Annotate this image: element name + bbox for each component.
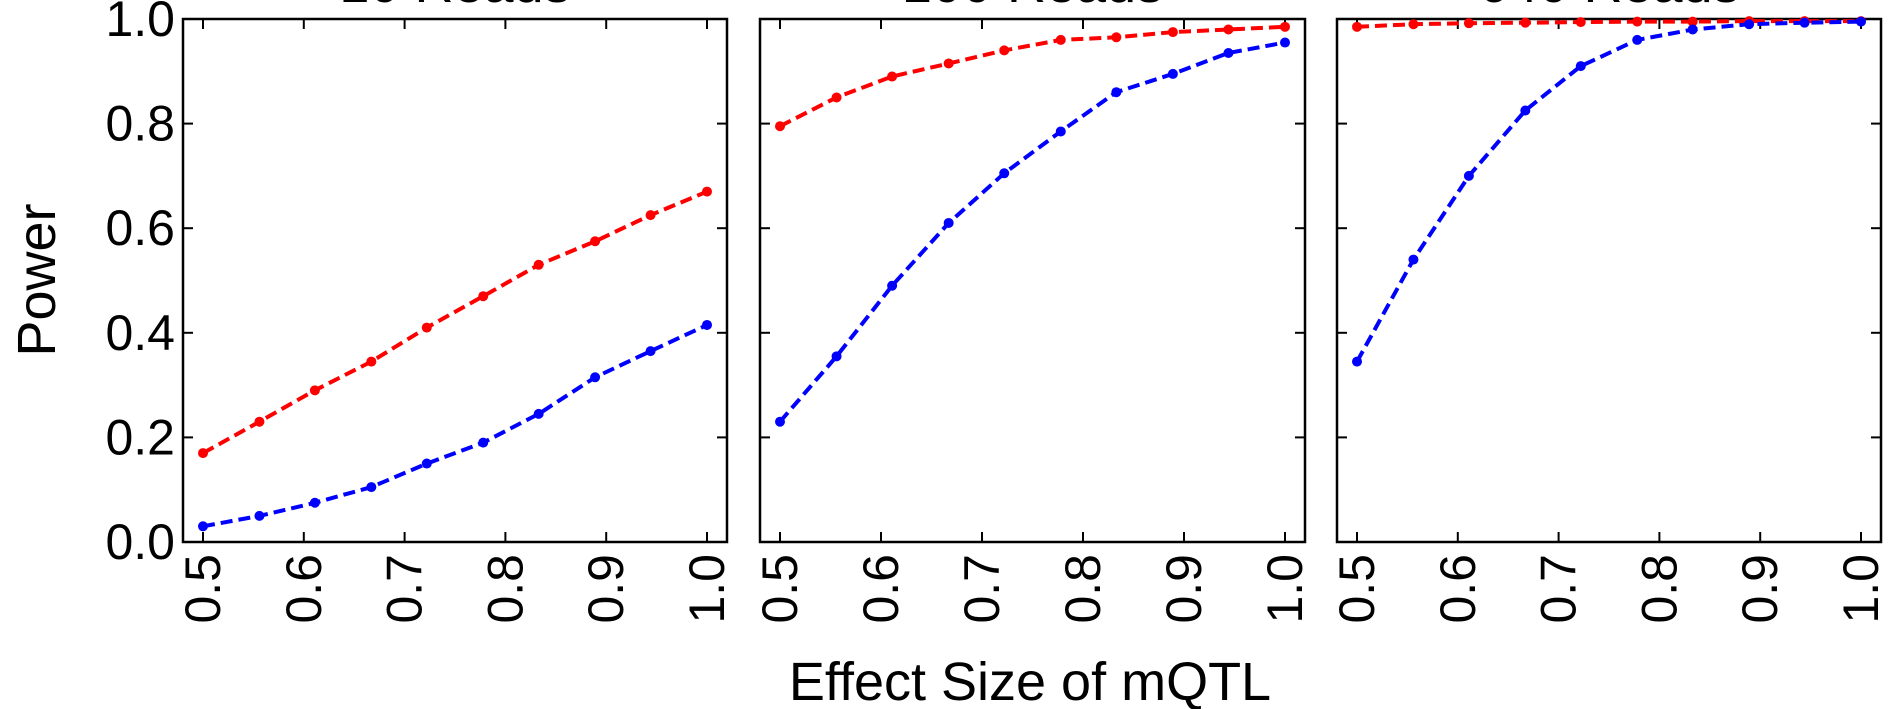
series-line bbox=[202, 323, 708, 529]
data-point bbox=[533, 259, 544, 270]
series-line bbox=[1356, 19, 1861, 29]
data-point bbox=[943, 58, 954, 69]
data-point bbox=[421, 322, 432, 333]
data-point bbox=[366, 356, 377, 367]
data-point bbox=[1111, 87, 1122, 98]
x-tick-label: 0.6 bbox=[853, 554, 909, 624]
data-point bbox=[645, 210, 656, 221]
y-tick-label: 0.4 bbox=[105, 305, 175, 361]
data-point bbox=[1632, 16, 1643, 27]
series-line bbox=[202, 189, 708, 455]
x-tick-label: 0.7 bbox=[954, 554, 1010, 624]
data-point bbox=[1744, 19, 1755, 30]
data-point bbox=[999, 45, 1010, 56]
data-point bbox=[999, 168, 1010, 179]
data-point bbox=[590, 236, 601, 247]
data-point bbox=[645, 346, 656, 357]
data-point bbox=[1520, 17, 1531, 28]
x-axis-label: Effect Size of mQTL bbox=[789, 652, 1271, 709]
data-point bbox=[1408, 19, 1419, 30]
y-axis-label: Power bbox=[7, 203, 67, 356]
x-tick-label: 1.0 bbox=[679, 554, 735, 624]
y-tick-label: 0.2 bbox=[105, 409, 175, 465]
data-point bbox=[1687, 16, 1698, 27]
data-point bbox=[1055, 126, 1066, 137]
data-point bbox=[254, 416, 265, 427]
data-point bbox=[1856, 16, 1866, 27]
data-point bbox=[1280, 37, 1290, 48]
y-tick-label: 0.8 bbox=[105, 96, 175, 152]
data-point bbox=[1352, 21, 1362, 32]
panel-title: 100 Reads bbox=[902, 0, 1163, 14]
data-point bbox=[1463, 170, 1474, 181]
x-tick-label: 0.5 bbox=[1329, 554, 1385, 624]
data-point bbox=[831, 92, 842, 103]
data-point bbox=[943, 217, 954, 228]
x-tick-label: 0.7 bbox=[377, 554, 433, 624]
x-tick-label: 0.7 bbox=[1531, 554, 1587, 624]
x-tick-label: 1.0 bbox=[1257, 554, 1313, 624]
x-tick-label: 0.9 bbox=[1156, 554, 1212, 624]
data-point bbox=[1352, 356, 1362, 367]
series-line bbox=[1355, 19, 1862, 363]
panel-frame bbox=[1335, 17, 1883, 544]
data-point bbox=[702, 319, 712, 330]
data-point bbox=[309, 497, 320, 508]
data-point bbox=[478, 437, 489, 448]
y-tick-label: 1.0 bbox=[105, 0, 175, 47]
data-point bbox=[775, 416, 785, 427]
data-point bbox=[1223, 47, 1234, 58]
data-point bbox=[1632, 34, 1643, 45]
panel-frame bbox=[758, 17, 1307, 544]
x-tick-label: 1.0 bbox=[1833, 554, 1889, 624]
data-point bbox=[366, 482, 377, 493]
series-line bbox=[779, 24, 1286, 128]
x-tick-label: 0.9 bbox=[1732, 554, 1788, 624]
panel-title: 10 Reads bbox=[339, 0, 570, 14]
x-tick-label: 0.8 bbox=[477, 554, 533, 624]
x-tick-label: 0.5 bbox=[175, 554, 231, 624]
x-tick-label: 0.6 bbox=[276, 554, 332, 624]
data-point bbox=[1520, 105, 1531, 116]
data-point bbox=[887, 280, 898, 291]
data-point bbox=[478, 291, 489, 302]
data-point bbox=[1167, 27, 1178, 38]
data-point bbox=[198, 521, 208, 532]
data-point bbox=[1055, 34, 1066, 45]
panel-frame bbox=[181, 17, 729, 544]
x-tick-label: 0.5 bbox=[752, 554, 808, 624]
data-point bbox=[1799, 17, 1810, 28]
data-point bbox=[887, 71, 898, 82]
data-point bbox=[702, 186, 712, 197]
data-point bbox=[1167, 68, 1178, 79]
data-point bbox=[421, 458, 432, 469]
data-point bbox=[1687, 24, 1698, 35]
data-point bbox=[254, 510, 265, 521]
x-tick-label: 0.9 bbox=[578, 554, 634, 624]
x-tick-label: 0.8 bbox=[1055, 554, 1111, 624]
data-point bbox=[1111, 32, 1122, 43]
panel-title: 640 Reads bbox=[1478, 0, 1739, 14]
data-point bbox=[1463, 18, 1474, 29]
data-point bbox=[198, 448, 208, 459]
data-point bbox=[1575, 61, 1586, 72]
x-tick-label: 0.6 bbox=[1430, 554, 1486, 624]
x-tick-label: 0.8 bbox=[1631, 554, 1687, 624]
data-point bbox=[1223, 24, 1234, 35]
y-tick-label: 0.0 bbox=[105, 514, 175, 570]
data-point bbox=[831, 351, 842, 362]
data-point bbox=[1575, 17, 1586, 28]
series-line bbox=[778, 40, 1286, 424]
data-point bbox=[309, 385, 320, 396]
data-point bbox=[1280, 21, 1290, 32]
y-tick-label: 0.6 bbox=[105, 200, 175, 256]
data-point bbox=[590, 372, 601, 383]
data-point bbox=[533, 408, 544, 419]
data-point bbox=[775, 121, 785, 132]
data-point bbox=[1408, 254, 1419, 265]
